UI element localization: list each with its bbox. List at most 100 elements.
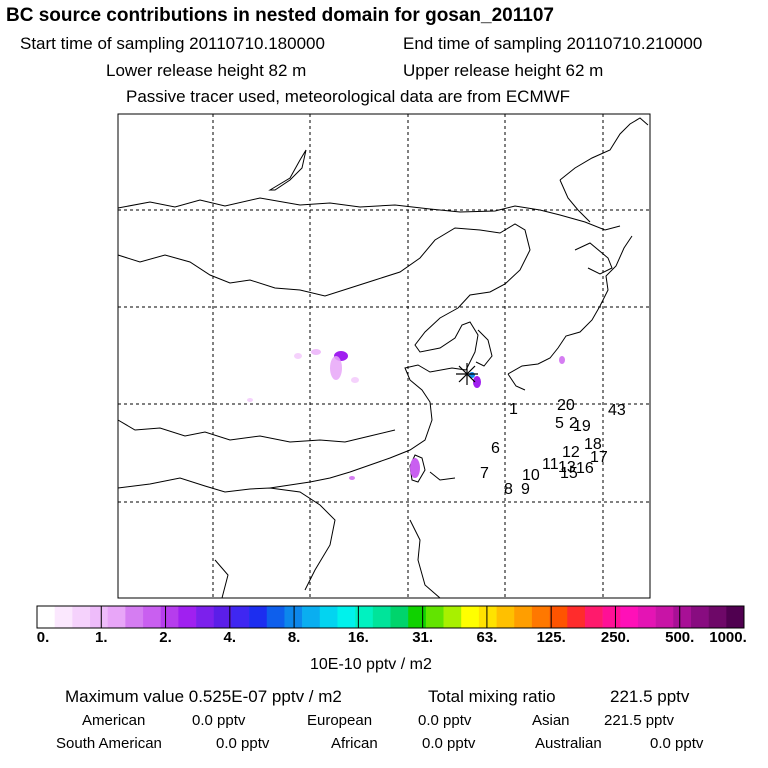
colorbar-swatch bbox=[107, 606, 126, 628]
source-label: 15 bbox=[560, 465, 578, 482]
colorbar-swatch bbox=[231, 606, 250, 628]
colorbar-label: 250. bbox=[600, 629, 631, 646]
african-label: African bbox=[331, 735, 378, 752]
colorbar-swatch bbox=[461, 606, 480, 628]
colorbar-swatch bbox=[637, 606, 656, 628]
australian-value: 0.0 pptv bbox=[650, 735, 704, 752]
colorbar-swatch bbox=[425, 606, 444, 628]
source-label: 8 bbox=[504, 481, 513, 498]
source-label: 6 bbox=[491, 440, 500, 457]
colorbar-label: 125. bbox=[536, 629, 566, 646]
colorbar-swatch bbox=[319, 606, 338, 628]
colorbar-label: 1. bbox=[95, 629, 108, 646]
colorbar-swatch bbox=[708, 606, 727, 628]
colorbar-swatch bbox=[125, 606, 144, 628]
colorbar-label: 31. bbox=[412, 629, 434, 646]
source-label: 12 bbox=[562, 444, 580, 461]
colorbar-label: 16. bbox=[347, 629, 369, 646]
lat-lon-grid bbox=[118, 114, 650, 598]
colorbar-label: 2. bbox=[159, 629, 172, 646]
start-time: Start time of sampling 20110710.180000 bbox=[20, 34, 325, 53]
colorbar-swatch bbox=[584, 606, 603, 628]
asterisk-icon bbox=[456, 363, 478, 385]
colorbar-swatch bbox=[143, 606, 162, 628]
colorbar-swatch bbox=[72, 606, 91, 628]
colorbar-swatch bbox=[673, 606, 692, 628]
colorbar-swatch bbox=[726, 606, 745, 628]
colorbar-swatch bbox=[37, 606, 55, 628]
source-labels: 1 20 43 5 2 19 6 18 12 17 11 13 16 15 7 … bbox=[480, 397, 626, 498]
source-label: 43 bbox=[608, 402, 626, 419]
european-label: European bbox=[307, 712, 373, 729]
colorbar-border bbox=[36, 605, 745, 629]
colorbar-swatch bbox=[567, 606, 586, 628]
total-mixing-label: Total mixing ratio bbox=[428, 687, 556, 706]
total-mixing-value: 221.5 pptv bbox=[610, 687, 690, 706]
colorbar-swatch bbox=[266, 606, 285, 628]
tracer-plumes bbox=[247, 349, 565, 480]
colorbar-label: 0. bbox=[36, 629, 50, 646]
colorbar-swatch bbox=[478, 606, 497, 628]
colorbar-swatch bbox=[496, 606, 515, 628]
source-label: 16 bbox=[576, 460, 594, 477]
colorbar-swatch bbox=[213, 606, 232, 628]
colorbar-label: 4. bbox=[223, 629, 237, 646]
colorbar bbox=[36, 605, 745, 629]
source-label: 17 bbox=[590, 449, 608, 466]
colorbar-swatch bbox=[196, 606, 215, 628]
source-label: 13 bbox=[558, 459, 576, 476]
colorbar-units: 10E-10 pptv / m2 bbox=[310, 656, 432, 673]
colorbar-swatch bbox=[249, 606, 268, 628]
coastlines bbox=[117, 117, 649, 599]
colorbar-swatch bbox=[178, 606, 197, 628]
source-label: 1 bbox=[509, 401, 518, 418]
maximum-value: Maximum value 0.525E-07 pptv / m2 bbox=[65, 687, 342, 706]
source-label: 19 bbox=[573, 418, 591, 435]
lower-release-height: Lower release height 82 m bbox=[106, 61, 307, 80]
colorbar-swatch bbox=[514, 606, 533, 628]
end-time: End time of sampling 20110710.210000 bbox=[403, 34, 703, 53]
colorbar-swatch bbox=[355, 606, 374, 628]
south-american-value: 0.0 pptv bbox=[216, 735, 270, 752]
american-value: 0.0 pptv bbox=[192, 712, 246, 729]
colorbar-swatch bbox=[602, 606, 621, 628]
colorbar-label: 500. bbox=[665, 629, 695, 646]
colorbar-swatch bbox=[408, 606, 427, 628]
colorbar-swatch bbox=[531, 606, 550, 628]
source-label: 11 bbox=[542, 456, 559, 473]
colorbar-swatch bbox=[90, 606, 109, 628]
colorbar-label: 1000. bbox=[709, 629, 747, 646]
colorbar-swatch bbox=[337, 606, 356, 628]
asian-value: 221.5 pptv bbox=[604, 712, 675, 729]
source-label: 9 bbox=[521, 481, 530, 498]
colorbar-swatch bbox=[284, 606, 303, 628]
asian-label: Asian bbox=[532, 712, 570, 729]
page-title: BC source contributions in nested domain… bbox=[6, 5, 554, 26]
upper-release-height: Upper release height 62 m bbox=[403, 61, 604, 80]
colorbar-swatch bbox=[655, 606, 674, 628]
source-label: 7 bbox=[480, 465, 489, 482]
african-value: 0.0 pptv bbox=[422, 735, 476, 752]
colorbar-swatch bbox=[443, 606, 462, 628]
colorbar-label: 63. bbox=[476, 629, 498, 646]
source-label: 18 bbox=[584, 436, 602, 453]
map-frame bbox=[117, 113, 651, 599]
colorbar-swatch bbox=[620, 606, 639, 628]
source-label: 5 bbox=[555, 415, 564, 432]
european-value: 0.0 pptv bbox=[418, 712, 472, 729]
colorbar-swatch bbox=[549, 606, 568, 628]
tracer-note: Passive tracer used, meteorological data… bbox=[126, 87, 571, 106]
colorbar-swatch bbox=[302, 606, 321, 628]
source-label: 20 bbox=[557, 397, 575, 414]
colorbar-swatch bbox=[372, 606, 391, 628]
australian-label: Australian bbox=[535, 735, 602, 752]
colorbar-swatch bbox=[54, 606, 73, 628]
colorbar-swatch bbox=[390, 606, 409, 628]
colorbar-label: 8. bbox=[287, 629, 301, 646]
source-label: 10 bbox=[522, 467, 540, 484]
colorbar-swatch bbox=[690, 606, 709, 628]
source-label: 2 bbox=[569, 415, 578, 432]
american-label: American bbox=[82, 712, 146, 729]
colorbar-swatch bbox=[160, 606, 179, 628]
